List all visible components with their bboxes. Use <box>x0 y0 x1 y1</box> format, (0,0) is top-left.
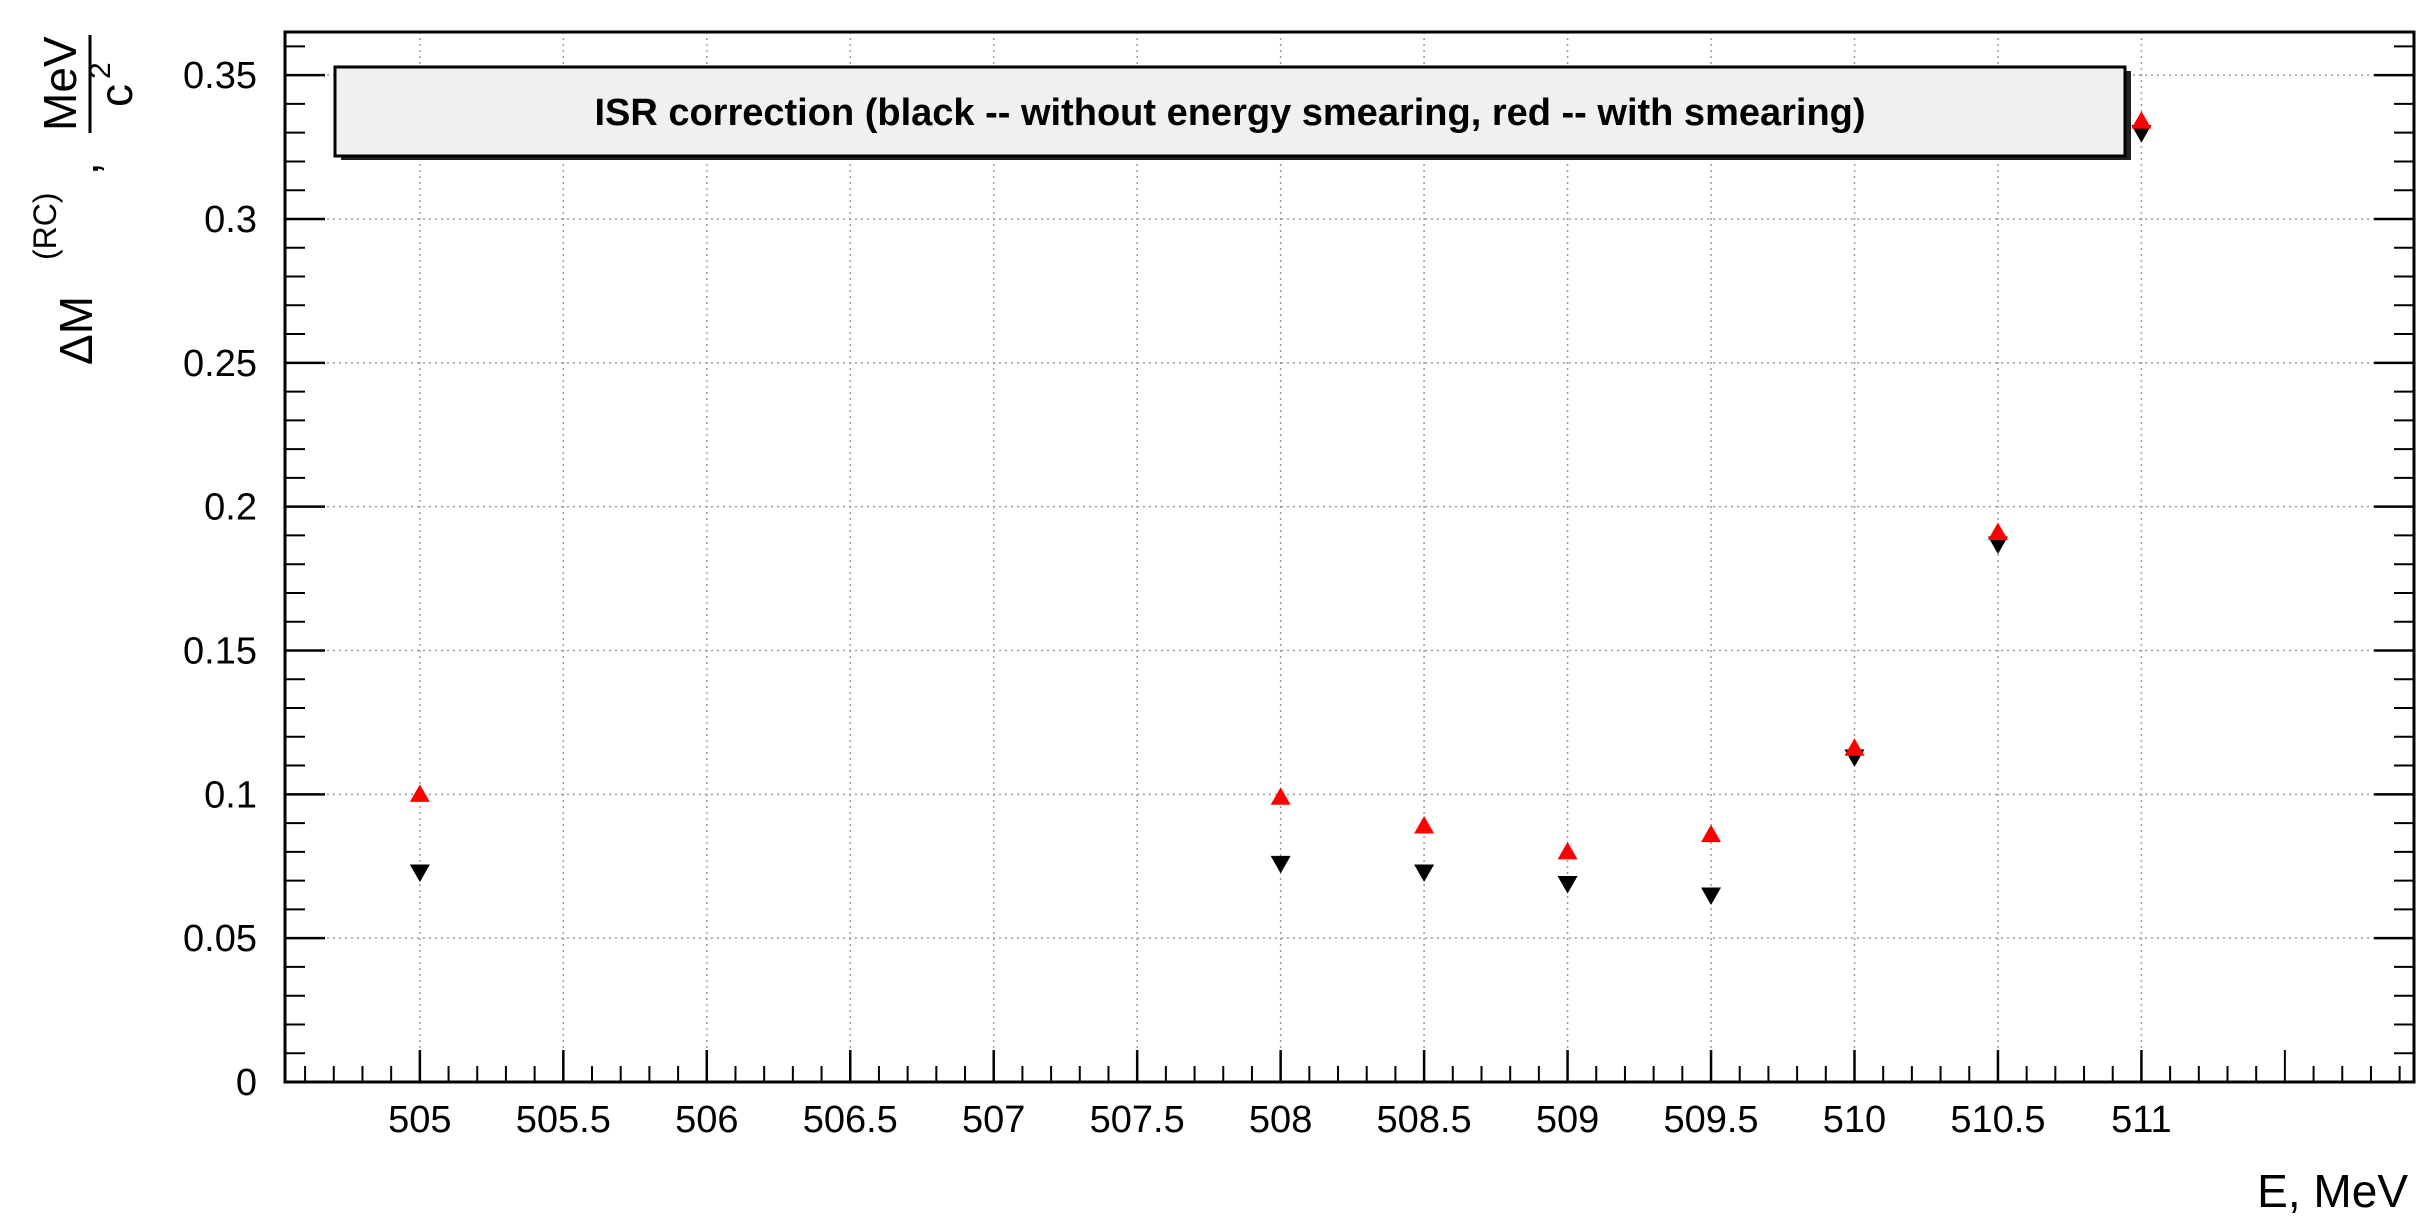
legend-frame <box>333 65 2127 158</box>
x-tick-label: 509 <box>1536 1099 1599 1141</box>
legend-text: ISR correction (black -- without energy … <box>594 92 1865 134</box>
y-tick-label: 0 <box>236 1062 257 1104</box>
axis-ticks <box>285 45 2414 1084</box>
x-tick-label: 505 <box>388 1099 451 1141</box>
legend-box: ISR correction (black -- without energy … <box>333 65 2131 160</box>
data-point-series-2 <box>409 784 430 802</box>
y-tick-label: 0.3 <box>204 199 257 241</box>
data-point-series-1 <box>409 864 430 882</box>
x-tick-label: 507.5 <box>1090 1099 1185 1141</box>
data-point-series-2 <box>2131 111 2152 129</box>
data-point-series-2 <box>1701 824 1722 843</box>
data-point-series-2 <box>1270 787 1291 805</box>
x-tick-label: 506 <box>675 1099 738 1141</box>
tick-labels: 505 505.5 506 506.5 507 507.5 508 508.5 509 509.5… <box>183 55 2172 1141</box>
grid <box>285 32 2414 1083</box>
y-tick-label: 0.15 <box>183 630 257 672</box>
data-point-series-1 <box>1270 855 1291 874</box>
x-tick-label: 508 <box>1249 1099 1312 1141</box>
y-tick-label: 0.35 <box>183 55 257 97</box>
data-point-series-1 <box>2131 125 2152 143</box>
data-point-series-1 <box>1987 536 2008 555</box>
y-tick-label: 0.2 <box>204 487 257 529</box>
y-tick-label: 0.25 <box>183 343 257 385</box>
data-point-series-2 <box>1414 815 1435 834</box>
x-axis-title: E, MeV <box>2257 1165 2408 1217</box>
x-tick-label: 505.5 <box>516 1099 611 1141</box>
y-tick-label: 0.1 <box>204 774 257 816</box>
data-point-series-1 <box>1414 864 1435 882</box>
y-axis-title-delta: ΔM <box>50 296 102 365</box>
x-tick-label: 509.5 <box>1663 1099 1758 1141</box>
x-tick-label: 510.5 <box>1950 1099 2045 1141</box>
y-axis-unit-denominator: c <box>90 84 142 107</box>
x-tick-label: 508.5 <box>1377 1099 1472 1141</box>
y-axis-unit-denominator-exp: 2 <box>84 62 117 79</box>
x-tick-label: 506.5 <box>803 1099 898 1141</box>
data-point-series-1 <box>1557 876 1578 894</box>
x-tick-label: 510 <box>1823 1099 1886 1141</box>
x-tick-label: 507 <box>962 1099 1025 1141</box>
data-point-series-2 <box>1987 522 2008 541</box>
y-tick-label: 0.05 <box>183 918 257 960</box>
y-axis-title: ΔM (RC) , MeV c 2 <box>27 35 142 365</box>
data-point-series-2 <box>1844 738 1865 756</box>
data-point-series-1 <box>1701 887 1722 906</box>
y-axis-unit-numerator: MeV <box>34 36 86 131</box>
y-axis-title-separator: , <box>56 162 108 175</box>
x-tick-label: 511 <box>2111 1099 2172 1141</box>
plot-frame <box>283 30 2416 1084</box>
y-axis-title-superscript: (RC) <box>27 192 63 260</box>
data-points <box>409 111 2152 906</box>
data-point-series-2 <box>1557 841 1578 860</box>
